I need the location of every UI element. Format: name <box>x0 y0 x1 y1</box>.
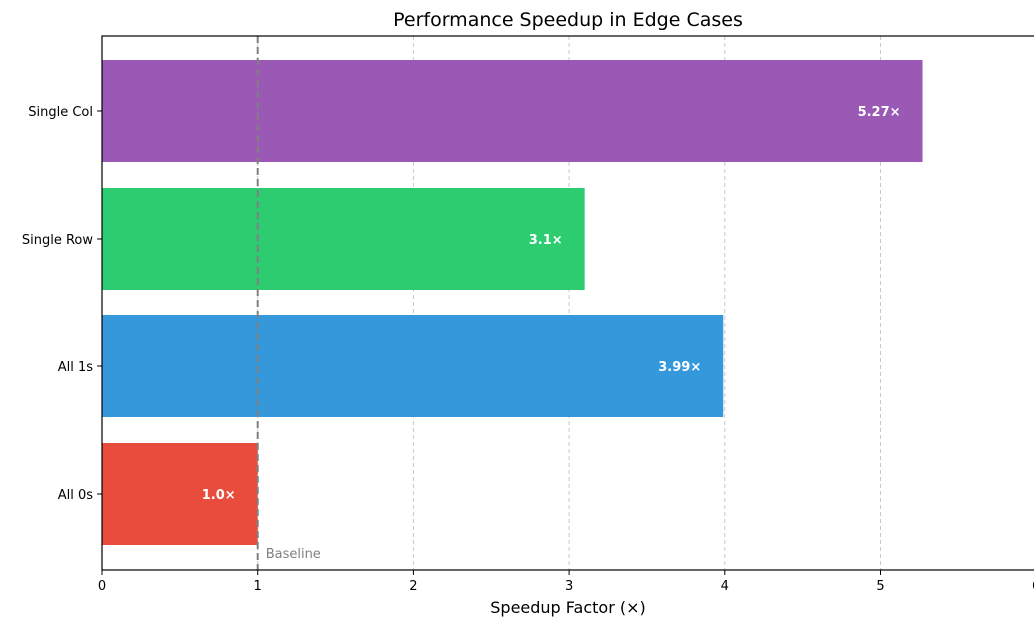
x-tick-label: 2 <box>409 579 417 594</box>
bar-value-label: 3.1× <box>529 233 563 248</box>
x-tick-label: 3 <box>565 579 573 594</box>
x-tick-label: 0 <box>98 579 106 594</box>
y-tick-label: All 1s <box>58 360 94 375</box>
bar-value-labels: 1.0× 3.99× 3.1× 5.27× <box>202 105 901 503</box>
bars <box>102 60 923 545</box>
bar <box>102 60 923 162</box>
plot-frame <box>101 35 1034 571</box>
x-tick-label: 6 <box>1032 579 1034 594</box>
x-axis-label: Speedup Factor (×) <box>490 598 646 617</box>
baseline-reference: Baseline <box>256 36 321 570</box>
x-tick-label: 1 <box>254 579 262 594</box>
bar <box>102 443 258 545</box>
baseline-label: Baseline <box>266 547 321 562</box>
y-axis-ticks: All 0s All 1s Single Row Single Col <box>22 105 102 503</box>
chart-title: Performance Speedup in Edge Cases <box>393 9 743 31</box>
x-axis-ticks: 0 1 2 3 4 5 6 <box>98 570 1034 594</box>
y-tick-label: Single Col <box>28 105 93 120</box>
x-tick-label: 5 <box>876 579 884 594</box>
bar <box>102 188 585 290</box>
y-tick-label: All 0s <box>58 488 94 503</box>
x-tick-label: 4 <box>721 579 729 594</box>
bar-value-label: 5.27× <box>858 105 901 120</box>
bar-value-label: 3.99× <box>658 360 701 375</box>
bar <box>102 315 724 417</box>
y-tick-label: Single Row <box>22 233 93 248</box>
bar-value-label: 1.0× <box>202 488 236 503</box>
